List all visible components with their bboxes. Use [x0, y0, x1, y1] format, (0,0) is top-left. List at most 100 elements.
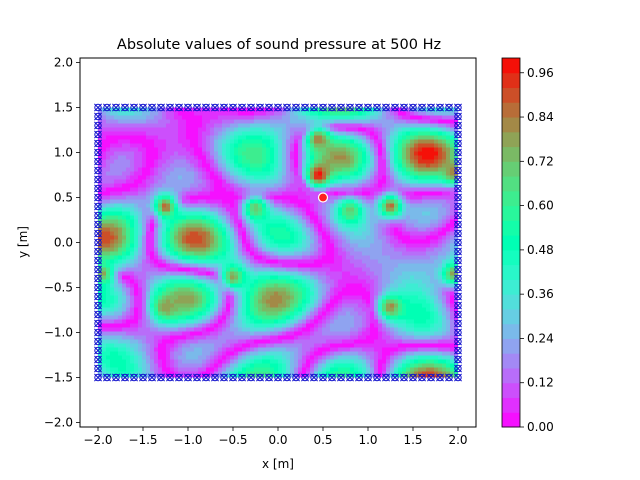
field-cell [274, 259, 279, 265]
field-cell [230, 327, 235, 333]
field-cell [426, 199, 431, 205]
field-cell [354, 323, 359, 329]
field-cell [386, 259, 391, 265]
field-cell [162, 283, 167, 289]
field-cell [378, 135, 383, 141]
field-cell [210, 119, 215, 125]
field-cell [186, 127, 191, 133]
field-cell [314, 239, 319, 245]
field-cell [146, 279, 151, 285]
field-cell [262, 171, 267, 177]
field-cell [394, 211, 399, 217]
field-cell [358, 251, 363, 257]
field-cell [178, 323, 183, 329]
field-cell [134, 279, 139, 285]
field-cell [194, 191, 199, 197]
field-cell [178, 307, 183, 313]
field-cell [222, 303, 227, 309]
field-cell [342, 267, 347, 273]
field-cell [358, 243, 363, 249]
field-cell [234, 299, 239, 305]
field-cell [446, 275, 451, 281]
field-cell [118, 187, 123, 193]
field-cell [162, 179, 167, 185]
field-cell [218, 183, 223, 189]
field-cell [210, 243, 215, 249]
field-cell [438, 279, 443, 285]
field-cell [338, 199, 343, 205]
field-cell [202, 163, 207, 169]
field-cell [222, 231, 227, 237]
field-cell [182, 263, 187, 269]
field-cell [338, 271, 343, 277]
field-cell [438, 123, 443, 129]
field-cell [334, 179, 339, 185]
field-cell [306, 303, 311, 309]
field-cell [102, 151, 107, 157]
field-cell [114, 167, 119, 173]
field-cell [146, 243, 151, 249]
field-cell [110, 171, 115, 177]
field-cell [250, 115, 255, 121]
field-cell [266, 227, 271, 233]
field-cell [174, 167, 179, 173]
field-cell [170, 123, 175, 129]
field-cell [190, 187, 195, 193]
field-cell [126, 263, 131, 269]
field-cell [234, 127, 239, 133]
field-cell [114, 207, 119, 213]
field-cell [434, 231, 439, 237]
field-cell [290, 279, 295, 285]
field-cell [402, 271, 407, 277]
field-cell [406, 283, 411, 289]
field-cell [378, 251, 383, 257]
field-cell [402, 319, 407, 325]
field-cell [310, 227, 315, 233]
field-cell [338, 215, 343, 221]
field-cell [418, 275, 423, 281]
field-cell [166, 323, 171, 329]
field-cell [378, 227, 383, 233]
field-cell [310, 239, 315, 245]
field-cell [266, 303, 271, 309]
field-cell [122, 307, 127, 313]
field-cell [106, 287, 111, 293]
field-cell [194, 235, 199, 241]
field-cell [442, 199, 447, 205]
field-cell [230, 263, 235, 269]
field-cell [350, 119, 355, 125]
field-cell [126, 183, 131, 189]
field-cell [126, 215, 131, 221]
field-cell [182, 211, 187, 217]
field-cell [118, 263, 123, 269]
field-cell [110, 135, 115, 141]
field-cell [370, 227, 375, 233]
field-cell [158, 203, 163, 209]
field-cell [246, 199, 251, 205]
field-cell [138, 231, 143, 237]
field-cell [358, 287, 363, 293]
field-cell [426, 279, 431, 285]
field-cell [274, 239, 279, 245]
field-cell [410, 143, 415, 149]
field-cell [262, 175, 267, 181]
field-cell [258, 323, 263, 329]
field-cell [162, 155, 167, 161]
field-cell [190, 191, 195, 197]
field-cell [330, 227, 335, 233]
field-cell [314, 143, 319, 149]
field-cell [158, 107, 163, 113]
field-cell [390, 203, 395, 209]
field-cell [430, 243, 435, 249]
field-cell [390, 319, 395, 325]
field-cell [242, 287, 247, 293]
field-cell [430, 183, 435, 189]
field-cell [394, 295, 399, 301]
field-cell [210, 271, 215, 277]
field-cell [366, 295, 371, 301]
field-cell [198, 267, 203, 273]
field-cell [306, 171, 311, 177]
field-cell [318, 115, 323, 121]
field-cell [374, 119, 379, 125]
field-cell [126, 171, 131, 177]
